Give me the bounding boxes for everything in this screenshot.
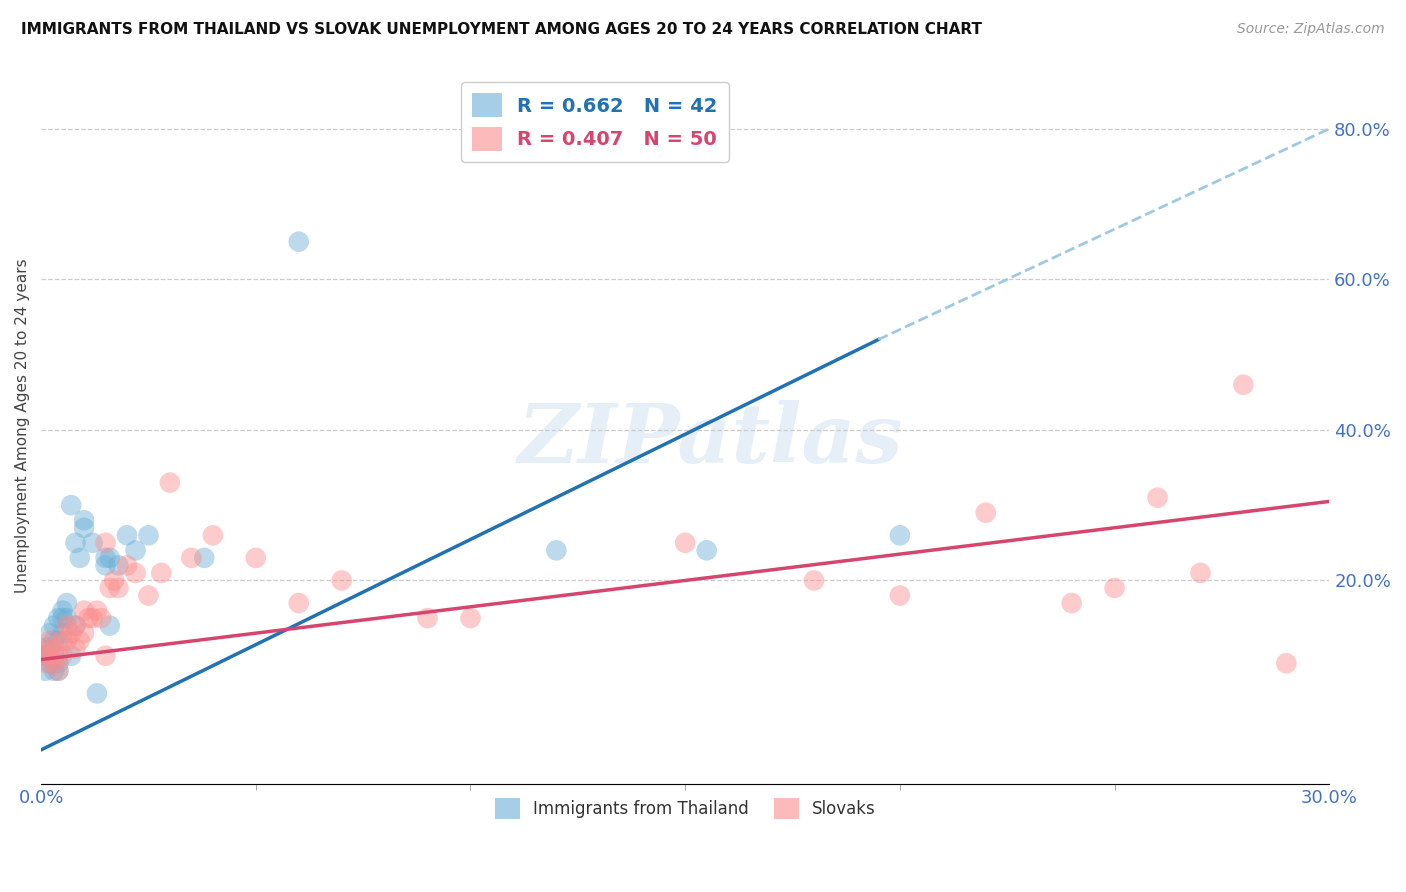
Point (73, 604, 96, 618)
Point (803, 574, 825, 588)
Point (82, 536, 104, 550)
Point (42, 648, 65, 663)
Point (65, 536, 87, 550)
Point (115, 528, 138, 542)
Point (86, 686, 108, 700)
Point (94, 536, 117, 550)
Point (103, 574, 125, 588)
Point (73, 521, 96, 535)
Point (1189, 566, 1212, 580)
Point (138, 589, 160, 603)
Point (34, 641, 56, 656)
Point (42, 633, 65, 648)
Point (42, 657, 65, 671)
Point (94, 550, 117, 565)
Point (1104, 581, 1126, 595)
Point (42, 664, 65, 678)
Point (56, 618, 79, 632)
Point (546, 543, 568, 558)
Point (46, 664, 69, 678)
Point (34, 664, 56, 678)
Point (60, 498, 83, 512)
Point (38, 641, 60, 656)
Point (98, 550, 121, 565)
Point (69, 550, 91, 565)
Point (65, 618, 87, 632)
Point (34, 657, 56, 671)
Point (180, 550, 202, 565)
Point (1060, 596, 1083, 610)
Point (46, 648, 69, 663)
Point (974, 506, 997, 520)
Point (60, 626, 83, 640)
Point (37, 648, 59, 663)
Point (245, 550, 267, 565)
Point (32, 648, 55, 663)
Point (65, 641, 87, 656)
Text: IMMIGRANTS FROM THAILAND VS SLOVAK UNEMPLOYMENT AMONG AGES 20 TO 24 YEARS CORREL: IMMIGRANTS FROM THAILAND VS SLOVAK UNEMP… (21, 22, 981, 37)
Point (1275, 657, 1298, 671)
Point (330, 574, 353, 588)
Point (42, 641, 65, 656)
Point (287, 235, 309, 249)
Point (56, 611, 79, 625)
Point (193, 550, 215, 565)
Point (124, 566, 146, 580)
Point (124, 543, 146, 558)
Point (460, 611, 482, 625)
Point (56, 633, 79, 648)
Point (98, 618, 121, 632)
Point (107, 558, 129, 573)
Point (38, 626, 60, 640)
Point (673, 536, 696, 550)
Point (416, 611, 439, 625)
Point (56, 596, 79, 610)
Text: ZIPatlas: ZIPatlas (519, 401, 904, 481)
Point (94, 648, 117, 663)
Point (201, 528, 224, 542)
Point (38, 657, 60, 671)
Point (42, 618, 65, 632)
Text: Source: ZipAtlas.com: Source: ZipAtlas.com (1237, 22, 1385, 37)
Point (696, 543, 718, 558)
Point (46, 664, 69, 678)
Y-axis label: Unemployment Among Ages 20 to 24 years: Unemployment Among Ages 20 to 24 years (15, 259, 30, 593)
Point (150, 566, 173, 580)
Point (52, 604, 75, 618)
Point (46, 611, 69, 625)
Point (46, 633, 69, 648)
Point (1146, 491, 1168, 505)
Point (138, 528, 160, 542)
Point (889, 589, 911, 603)
Point (159, 475, 181, 490)
Point (69, 633, 91, 648)
Point (52, 648, 75, 663)
Point (52, 633, 75, 648)
Point (889, 528, 911, 542)
Point (38, 633, 60, 648)
Point (73, 513, 96, 527)
Point (52, 611, 75, 625)
Point (52, 626, 75, 640)
Point (34, 641, 56, 656)
Point (38, 648, 60, 663)
Point (82, 611, 104, 625)
Point (94, 558, 117, 573)
Point (73, 626, 96, 640)
Point (1232, 377, 1254, 392)
Point (287, 596, 309, 610)
Point (46, 657, 69, 671)
Point (90, 611, 112, 625)
Point (65, 618, 87, 632)
Point (115, 558, 138, 573)
Point (60, 648, 83, 663)
Point (77, 611, 100, 625)
Point (98, 581, 121, 595)
Legend: Immigrants from Thailand, Slovaks: Immigrants from Thailand, Slovaks (488, 792, 883, 825)
Point (32, 648, 55, 663)
Point (107, 581, 129, 595)
Point (86, 604, 108, 618)
